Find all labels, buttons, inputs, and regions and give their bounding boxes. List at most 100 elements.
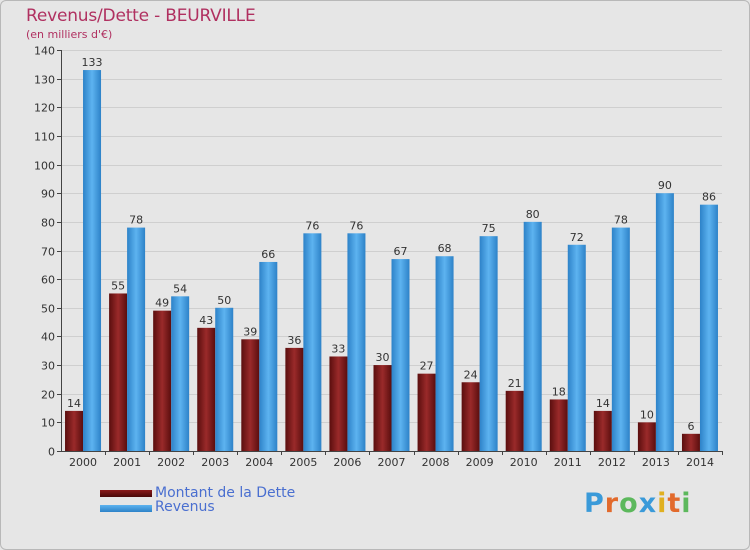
data-label-revenus: 54: [173, 282, 187, 295]
bar-dette-2014: [681, 433, 700, 451]
bar-revenus-2010: [523, 221, 542, 451]
y-tick-label: 120: [34, 102, 55, 115]
y-tick-label: 60: [41, 274, 55, 287]
data-label-dette: 10: [640, 408, 654, 421]
bar-dette-2000: [65, 410, 84, 451]
data-label-dette: 18: [552, 385, 566, 398]
bar-dette-2007: [373, 365, 392, 451]
data-label-revenus: 72: [570, 231, 584, 244]
bar-dette-2011: [549, 399, 568, 451]
bar-revenus-2012: [611, 227, 630, 451]
data-label-revenus: 76: [305, 219, 319, 232]
bar-dette-2013: [637, 422, 656, 451]
bar-dette-2008: [417, 373, 436, 451]
logo-letter: i: [681, 488, 692, 519]
data-label-dette: 33: [331, 342, 345, 355]
x-tick-label: 2010: [510, 456, 538, 469]
data-label-dette: 21: [508, 377, 522, 390]
y-tick-label: 70: [41, 246, 55, 259]
bar-dette-2012: [593, 410, 612, 451]
logo-letter: P: [584, 488, 605, 519]
bar-dette-2004: [241, 339, 260, 451]
x-tick-label: 2003: [201, 456, 229, 469]
bar-revenus-2000: [83, 70, 102, 452]
x-tick-label: 2014: [686, 456, 714, 469]
y-tick-label: 80: [41, 217, 55, 230]
bar-dette-2005: [285, 347, 304, 451]
data-label-revenus: 50: [217, 294, 231, 307]
data-label-revenus: 66: [261, 248, 275, 261]
data-label-revenus: 133: [82, 56, 103, 69]
bar-revenus-2014: [699, 204, 718, 451]
x-tick-label: 2004: [245, 456, 273, 469]
data-label-dette: 49: [155, 297, 169, 310]
logo-letter: i: [657, 488, 668, 519]
y-tick-label: 50: [41, 303, 55, 316]
data-label-revenus: 76: [349, 219, 363, 232]
data-label-revenus: 75: [482, 222, 496, 235]
data-label-revenus: 78: [129, 214, 143, 227]
chart-title: Revenus/Dette - BEURVILLE: [26, 6, 256, 26]
data-label-revenus: 86: [702, 191, 716, 204]
bar-dette-2003: [197, 327, 216, 451]
y-tick-label: 130: [34, 74, 55, 87]
x-tick-label: 2011: [554, 456, 582, 469]
data-label-dette: 43: [199, 314, 213, 327]
data-label-revenus: 78: [614, 214, 628, 227]
x-tick-label: 2001: [113, 456, 141, 469]
y-tick-label: 30: [41, 360, 55, 373]
x-tick-label: 2000: [69, 456, 97, 469]
data-label-dette: 6: [687, 420, 694, 433]
data-label-revenus: 80: [526, 208, 540, 221]
y-tick-label: 40: [41, 331, 55, 344]
bar-dette-2009: [461, 382, 480, 451]
chart-subtitle: (en milliers d'€): [26, 28, 113, 41]
x-tick-label: 2006: [333, 456, 361, 469]
y-tick-label: 10: [41, 417, 55, 430]
data-label-dette: 39: [243, 325, 257, 338]
data-label-dette: 55: [111, 279, 125, 292]
bar-revenus-2003: [215, 307, 234, 451]
bar-dette-2002: [153, 310, 172, 451]
y-tick-label: 110: [34, 131, 55, 144]
x-tick-label: 2008: [422, 456, 450, 469]
bar-revenus-2006: [347, 233, 366, 451]
data-label-dette: 24: [464, 368, 478, 381]
bar-revenus-2004: [259, 261, 278, 451]
data-label-revenus: 90: [658, 179, 672, 192]
data-label-dette: 36: [287, 334, 301, 347]
logo-letter: t: [667, 488, 682, 519]
bar-revenus-2007: [391, 259, 410, 451]
x-tick-label: 2005: [289, 456, 317, 469]
x-tick-label: 2002: [157, 456, 185, 469]
x-tick-label: 2012: [598, 456, 626, 469]
logo-letter: o: [619, 488, 639, 519]
y-tick-label: 0: [48, 446, 55, 459]
data-label-revenus: 68: [438, 242, 452, 255]
proxiti-logo: Proxiti: [584, 488, 692, 519]
bar-revenus-2011: [567, 244, 586, 451]
chart-bars: 14 133 55 78 49 54 43 50 39 66 36 76 33 76 30 67 27 68 24 7…: [65, 56, 718, 452]
x-tick-label: 2007: [378, 456, 406, 469]
bar-revenus-2002: [171, 296, 190, 451]
bar-revenus-2013: [655, 193, 674, 451]
y-tick-label: 100: [34, 160, 55, 173]
logo-letter: x: [638, 488, 658, 519]
data-label-dette: 30: [376, 351, 390, 364]
data-label-dette: 27: [420, 360, 434, 373]
bar-dette-2010: [505, 390, 524, 451]
legend-swatch-revenus: [100, 505, 152, 512]
legend-swatch-dette: [100, 490, 152, 497]
y-tick-label: 90: [41, 188, 55, 201]
data-label-revenus: 67: [394, 245, 408, 258]
bar-dette-2006: [329, 356, 348, 451]
bar-revenus-2005: [303, 233, 322, 451]
x-tick-label: 2009: [466, 456, 494, 469]
legend-label-dette: Montant de la Dette: [155, 485, 296, 501]
data-label-dette: 14: [67, 397, 81, 410]
data-label-dette: 14: [596, 397, 610, 410]
bar-revenus-2008: [435, 256, 454, 451]
logo-letter: r: [604, 488, 620, 519]
y-tick-label: 20: [41, 389, 55, 402]
